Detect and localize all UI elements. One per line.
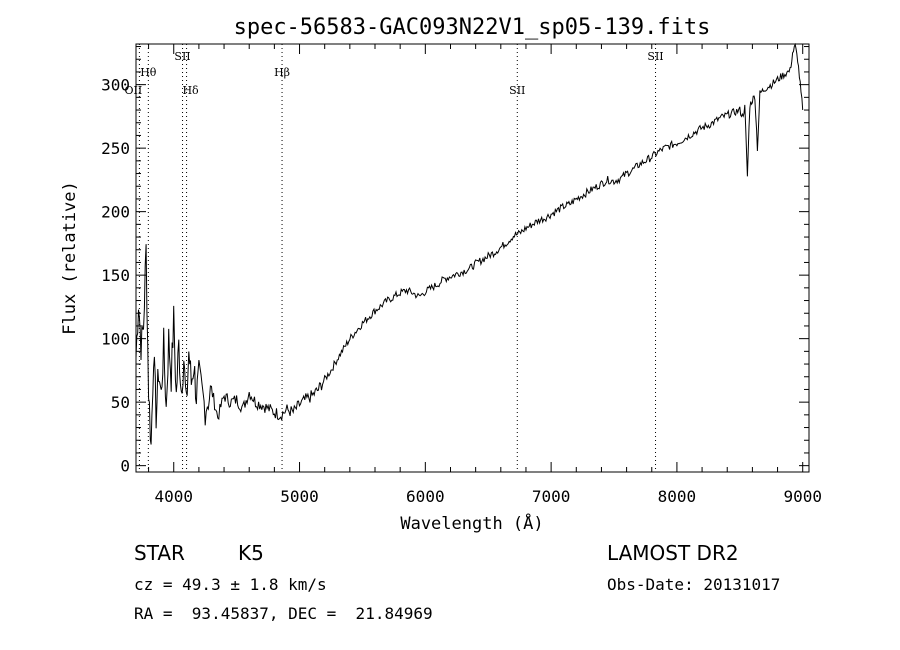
y-axis-label: Flux (relative) — [60, 181, 80, 335]
y-tick-label: 150 — [101, 266, 130, 285]
spectrum-series-line — [135, 42, 804, 445]
coordinates-text: RA = 93.45837, DEC = 21.84969 — [134, 604, 433, 623]
x-tick-label: 8000 — [658, 487, 697, 506]
line-marker-label: SII — [174, 50, 190, 63]
x-tick-label: 4000 — [154, 487, 193, 506]
line-marker-label: Hβ — [274, 66, 290, 79]
object-class: STAR — [134, 541, 185, 565]
survey-label: LAMOST DR2 — [607, 541, 739, 565]
plot-frame — [135, 43, 810, 473]
axis-ticks — [136, 44, 809, 472]
redshift-text: cz = 49.3 ± 1.8 km/s — [134, 575, 327, 594]
x-tick-label: 5000 — [280, 487, 319, 506]
line-marker-label: OII — [125, 84, 143, 97]
y-tick-label: 250 — [101, 139, 130, 158]
chart-title: spec-56583-GAC093N22V1_sp05-139.fits — [234, 15, 711, 40]
y-tick-label: 50 — [111, 393, 130, 412]
x-tick-labels: 4000 5000 6000 7000 8000 9000 — [154, 487, 822, 506]
line-marker-label: SII — [647, 50, 663, 63]
y-tick-label: 100 — [101, 330, 130, 349]
line-marker-label: Hδ — [182, 84, 199, 97]
x-tick-label: 7000 — [532, 487, 571, 506]
object-subclass: K5 — [238, 541, 264, 565]
x-axis-label: Wavelength (Å) — [400, 512, 543, 534]
x-tick-label: 6000 — [406, 487, 445, 506]
obs-date-text: Obs-Date: 20131017 — [607, 575, 780, 594]
line-markers: Hθ OII SII Hδ Hβ SII SII — [125, 44, 664, 472]
x-tick-label: 9000 — [783, 487, 822, 506]
y-tick-labels: 0 50 100 150 200 250 300 — [101, 76, 130, 476]
series-layer — [135, 42, 804, 445]
line-marker-label: Hθ — [140, 66, 157, 79]
y-tick-label: 300 — [101, 76, 130, 95]
y-tick-label: 0 — [120, 457, 130, 476]
y-tick-label: 200 — [101, 203, 130, 222]
line-marker-label: SII — [509, 84, 525, 97]
